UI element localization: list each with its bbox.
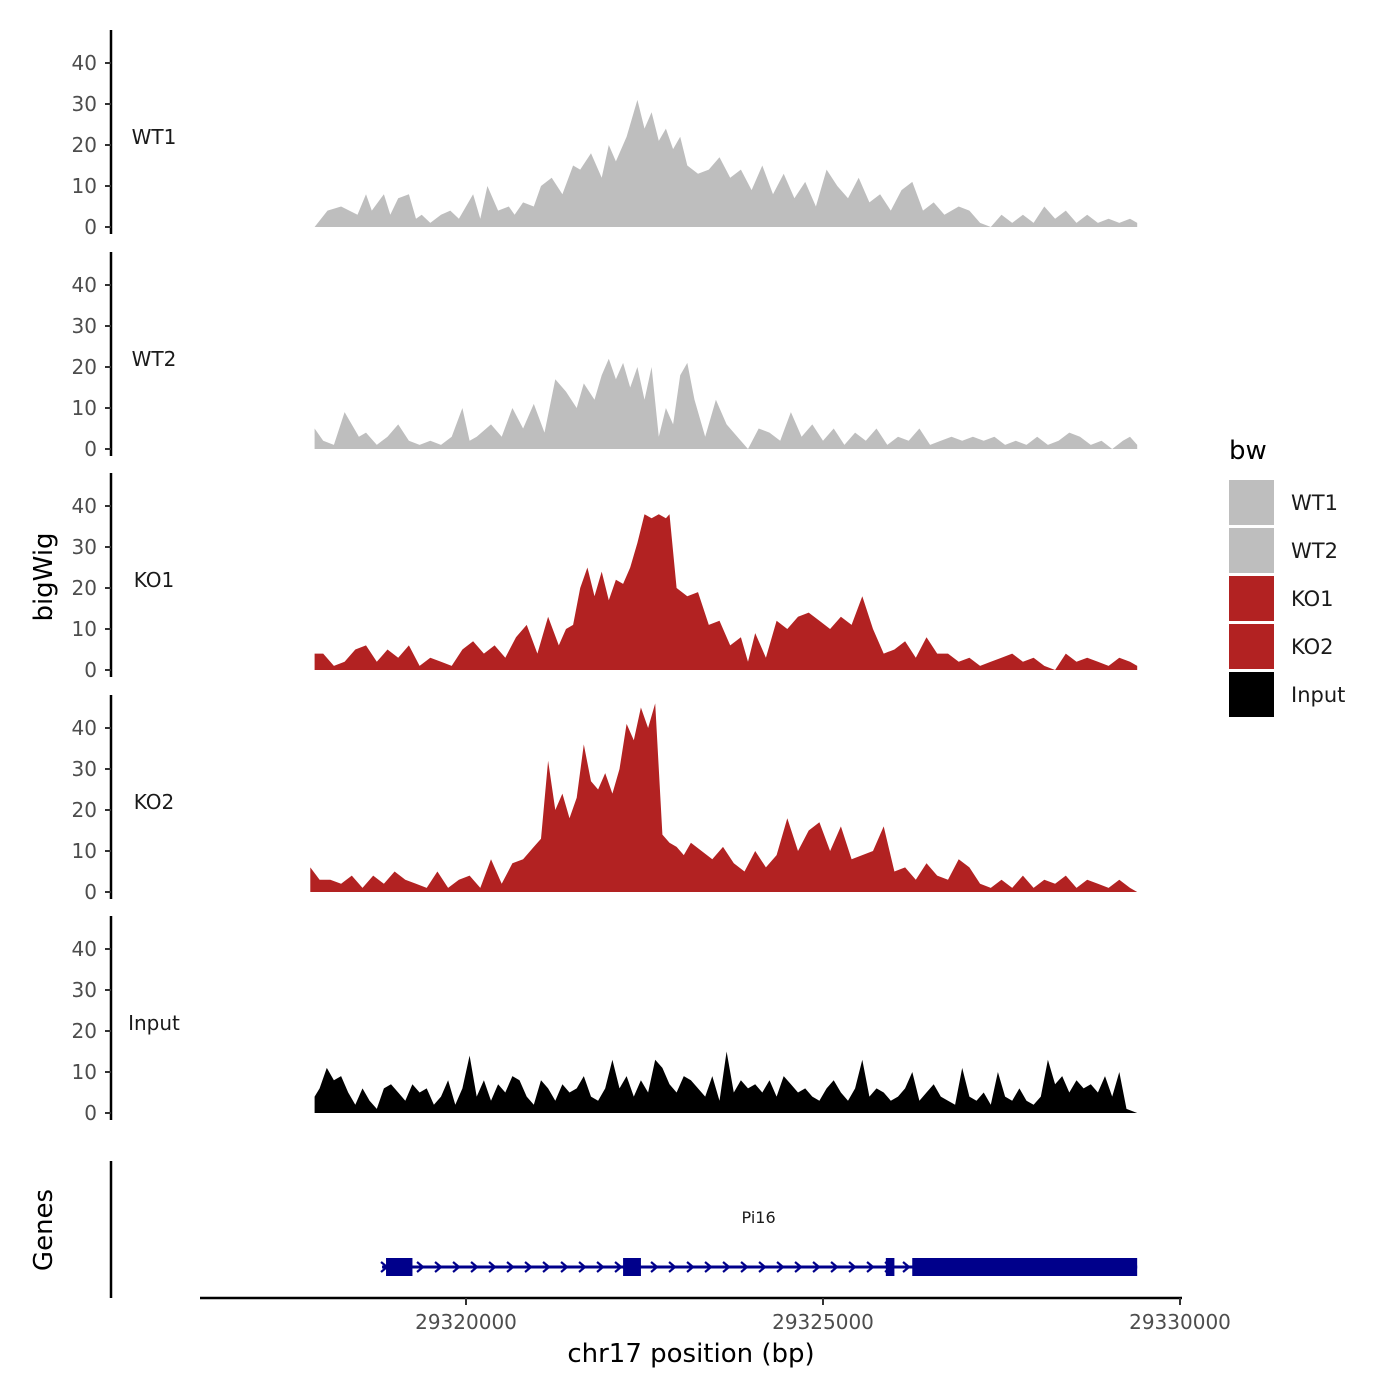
gene-exon bbox=[912, 1258, 1138, 1276]
legend-label-input: Input bbox=[1291, 683, 1345, 707]
legend-key-input bbox=[1229, 672, 1274, 717]
strand-arrow bbox=[506, 1261, 515, 1273]
y-tick-label: 40 bbox=[72, 937, 97, 961]
y-tick-label: 10 bbox=[72, 174, 97, 198]
y-tick-label: 0 bbox=[84, 658, 97, 682]
track-label: KO1 bbox=[134, 568, 175, 592]
track-wt2: 0 10 20 30 40 WT2 bbox=[72, 252, 1138, 461]
x-axis: 29320000 29325000 29330000 bbox=[200, 1296, 1231, 1334]
y-tick-label: 10 bbox=[72, 396, 97, 420]
gene-exon bbox=[885, 1258, 895, 1276]
track-label: WT1 bbox=[132, 125, 177, 149]
legend-title: bw bbox=[1229, 436, 1267, 466]
y-tick-label: 0 bbox=[84, 880, 97, 904]
coverage-area-ko2 bbox=[310, 703, 1138, 892]
strand-arrow bbox=[650, 1261, 659, 1273]
y-axis-title: bigWig bbox=[29, 532, 59, 621]
y-tick-label: 10 bbox=[72, 617, 97, 641]
strand-arrow bbox=[416, 1261, 425, 1273]
strand-arrow bbox=[848, 1261, 857, 1273]
track-input: 0 10 20 30 40 Input bbox=[72, 916, 1138, 1125]
strand-arrow bbox=[614, 1261, 623, 1273]
strand-arrow bbox=[902, 1261, 911, 1273]
coverage-area-ko1 bbox=[314, 514, 1138, 670]
strand-arrow bbox=[812, 1261, 821, 1273]
y-tick-label: 30 bbox=[72, 535, 97, 559]
gene-exon bbox=[623, 1258, 641, 1276]
track-ko1: 0 10 20 30 40 KO1 bbox=[72, 473, 1138, 682]
y-tick-label: 20 bbox=[72, 355, 97, 379]
gene-name-label: Pi16 bbox=[742, 1208, 776, 1227]
legend-label-ko2: KO2 bbox=[1291, 635, 1334, 659]
y-tick-label: 40 bbox=[72, 51, 97, 75]
y-tick-label: 40 bbox=[72, 273, 97, 297]
coverage-area-input bbox=[314, 1051, 1138, 1113]
x-tick-label: 29325000 bbox=[772, 1310, 874, 1334]
legend-key-ko2 bbox=[1229, 624, 1274, 669]
legend-key-wt2 bbox=[1229, 528, 1274, 573]
x-axis-title: chr17 position (bp) bbox=[567, 1339, 814, 1369]
strand-arrow bbox=[596, 1261, 605, 1273]
coverage-area-wt2 bbox=[314, 358, 1138, 449]
legend-label-wt1: WT1 bbox=[1291, 491, 1338, 515]
strand-arrow bbox=[704, 1261, 713, 1273]
strand-arrow bbox=[524, 1261, 533, 1273]
strand-arrow bbox=[434, 1261, 443, 1273]
y-tick-label: 0 bbox=[84, 215, 97, 239]
x-tick-label: 29330000 bbox=[1129, 1310, 1231, 1334]
strand-arrow bbox=[740, 1261, 749, 1273]
x-tick-label: 29320000 bbox=[415, 1310, 517, 1334]
strand-arrow bbox=[686, 1261, 695, 1273]
y-tick-label: 40 bbox=[72, 494, 97, 518]
track-wt1: 0 10 20 30 40 WT1 bbox=[72, 30, 1138, 239]
y-tick-label: 20 bbox=[72, 1019, 97, 1043]
y-tick-label: 10 bbox=[72, 839, 97, 863]
strand-arrow bbox=[542, 1261, 551, 1273]
legend: bw WT1 WT2 KO1 KO2 Input bbox=[1229, 436, 1345, 717]
strand-arrow bbox=[560, 1261, 569, 1273]
y-tick-label: 30 bbox=[72, 978, 97, 1002]
y-tick-label: 20 bbox=[72, 133, 97, 157]
y-tick-label: 20 bbox=[72, 798, 97, 822]
y-tick-label: 30 bbox=[72, 757, 97, 781]
y-tick-label: 10 bbox=[72, 1060, 97, 1084]
y-tick-label: 0 bbox=[84, 1101, 97, 1125]
strand-arrow bbox=[470, 1261, 479, 1273]
y-tick-label: 40 bbox=[72, 716, 97, 740]
strand-arrow bbox=[830, 1261, 839, 1273]
y-tick-label: 30 bbox=[72, 314, 97, 338]
coverage-tracks: 0 10 20 30 40 WT1 0 10 20 30 40 WT2 0 10 20 30 40 KO1 0 10 2… bbox=[72, 30, 1138, 1125]
legend-key-wt1 bbox=[1229, 480, 1274, 525]
gene-model bbox=[380, 1258, 1138, 1276]
gene-track-panel: Genes Pi16 bbox=[29, 1161, 1138, 1298]
gene-exon bbox=[386, 1258, 413, 1276]
y-tick-label: 20 bbox=[72, 576, 97, 600]
track-label: WT2 bbox=[132, 347, 177, 371]
strand-arrow bbox=[452, 1261, 461, 1273]
strand-arrow bbox=[776, 1261, 785, 1273]
strand-arrow bbox=[488, 1261, 497, 1273]
strand-arrow bbox=[794, 1261, 803, 1273]
track-label: Input bbox=[128, 1011, 180, 1035]
track-ko2: 0 10 20 30 40 KO2 bbox=[72, 695, 1138, 904]
strand-arrow bbox=[722, 1261, 731, 1273]
legend-label-ko1: KO1 bbox=[1291, 587, 1334, 611]
strand-arrow bbox=[668, 1261, 677, 1273]
strand-arrow bbox=[758, 1261, 767, 1273]
coverage-area-wt1 bbox=[314, 99, 1138, 227]
strand-arrow bbox=[866, 1261, 875, 1273]
y-tick-label: 30 bbox=[72, 92, 97, 116]
legend-label-wt2: WT2 bbox=[1291, 539, 1338, 563]
y-tick-label: 0 bbox=[84, 437, 97, 461]
gene-track-title: Genes bbox=[29, 1189, 59, 1271]
legend-key-ko1 bbox=[1229, 576, 1274, 621]
strand-arrow bbox=[578, 1261, 587, 1273]
track-label: KO2 bbox=[134, 790, 175, 814]
